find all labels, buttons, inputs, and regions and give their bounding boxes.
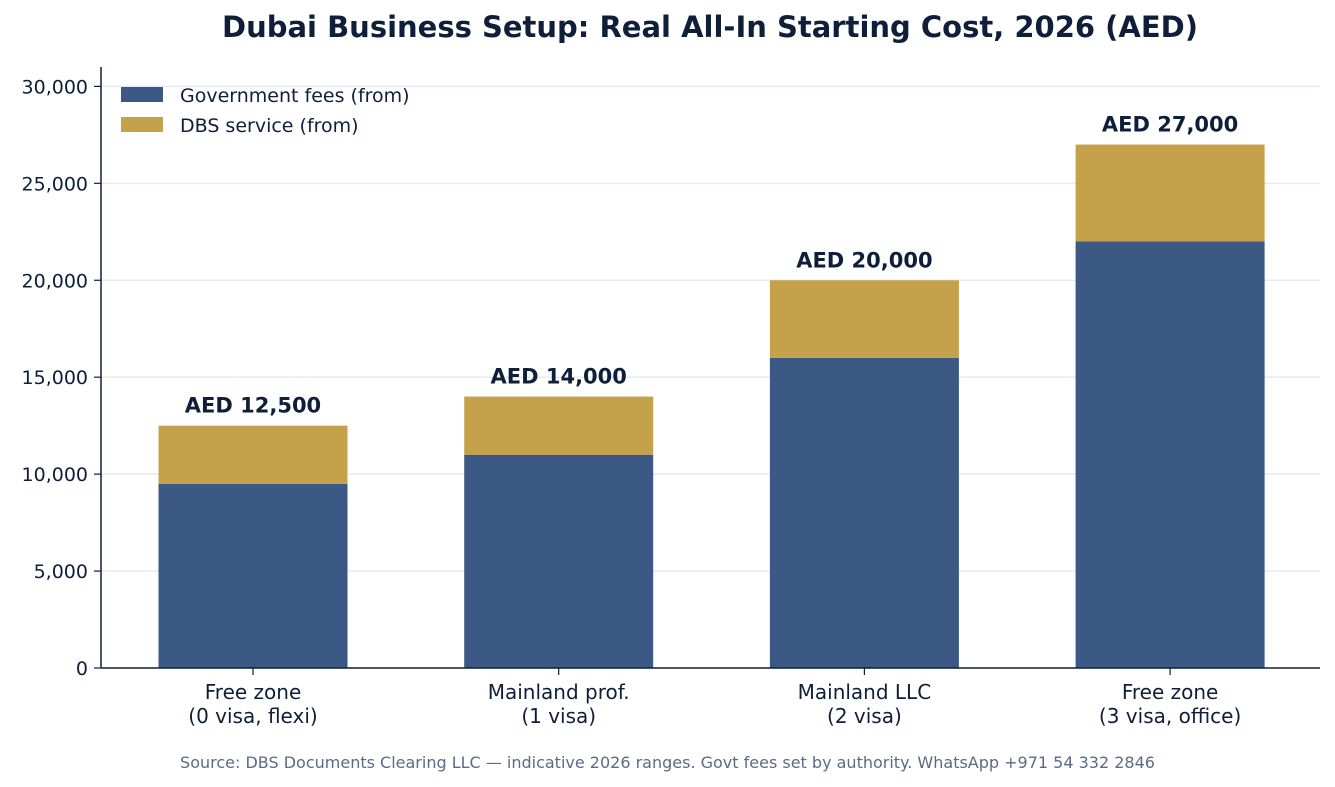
bar-dbs-service <box>464 396 654 455</box>
bar-government-fees <box>464 454 654 668</box>
total-label: AED 27,000 <box>1102 113 1238 137</box>
bar-dbs-service <box>1075 144 1265 242</box>
total-label: AED 12,500 <box>185 394 321 418</box>
chart-title: Dubai Business Setup: Real All-In Starti… <box>222 10 1198 44</box>
x-tick-label: Free zone <box>1122 680 1219 704</box>
bars <box>158 144 1265 668</box>
y-tick-label: 20,000 <box>22 270 88 292</box>
y-tick-label: 5,000 <box>34 561 88 583</box>
x-tick-label: (2 visa) <box>827 704 902 728</box>
x-tick-label: Free zone <box>205 680 302 704</box>
total-label: AED 14,000 <box>491 365 627 389</box>
source-note: Source: DBS Documents Clearing LLC — ind… <box>180 753 1155 772</box>
x-tick-label: (3 visa, office) <box>1099 704 1241 728</box>
bar-dbs-service <box>769 280 959 358</box>
x-tick-label: (1 visa) <box>521 704 596 728</box>
y-tick-label: 25,000 <box>22 173 88 195</box>
legend-label: Government fees (from) <box>180 85 410 107</box>
axes <box>94 67 1320 675</box>
total-label: AED 20,000 <box>796 248 932 272</box>
y-tick-label: 10,000 <box>22 464 88 486</box>
legend: Government fees (from) DBS service (from) <box>121 85 410 137</box>
bar-government-fees <box>769 357 959 668</box>
bar-dbs-service <box>158 425 348 484</box>
legend-swatch <box>121 117 163 132</box>
x-tick-label: Mainland LLC <box>798 680 932 704</box>
bar-government-fees <box>158 483 348 668</box>
bar-government-fees <box>1075 241 1265 668</box>
legend-label: DBS service (from) <box>180 115 359 137</box>
y-tick-label: 15,000 <box>22 367 88 389</box>
x-tick-label: Mainland prof. <box>488 680 630 704</box>
y-tick-label: 30,000 <box>22 76 88 98</box>
y-tick-label: 0 <box>76 658 88 680</box>
legend-swatch <box>121 87 163 102</box>
x-tick-label: (0 visa, flexi) <box>188 704 317 728</box>
labels: 0 5,000 10,000 15,000 20,000 25,000 30,000 AED … <box>22 76 1242 728</box>
